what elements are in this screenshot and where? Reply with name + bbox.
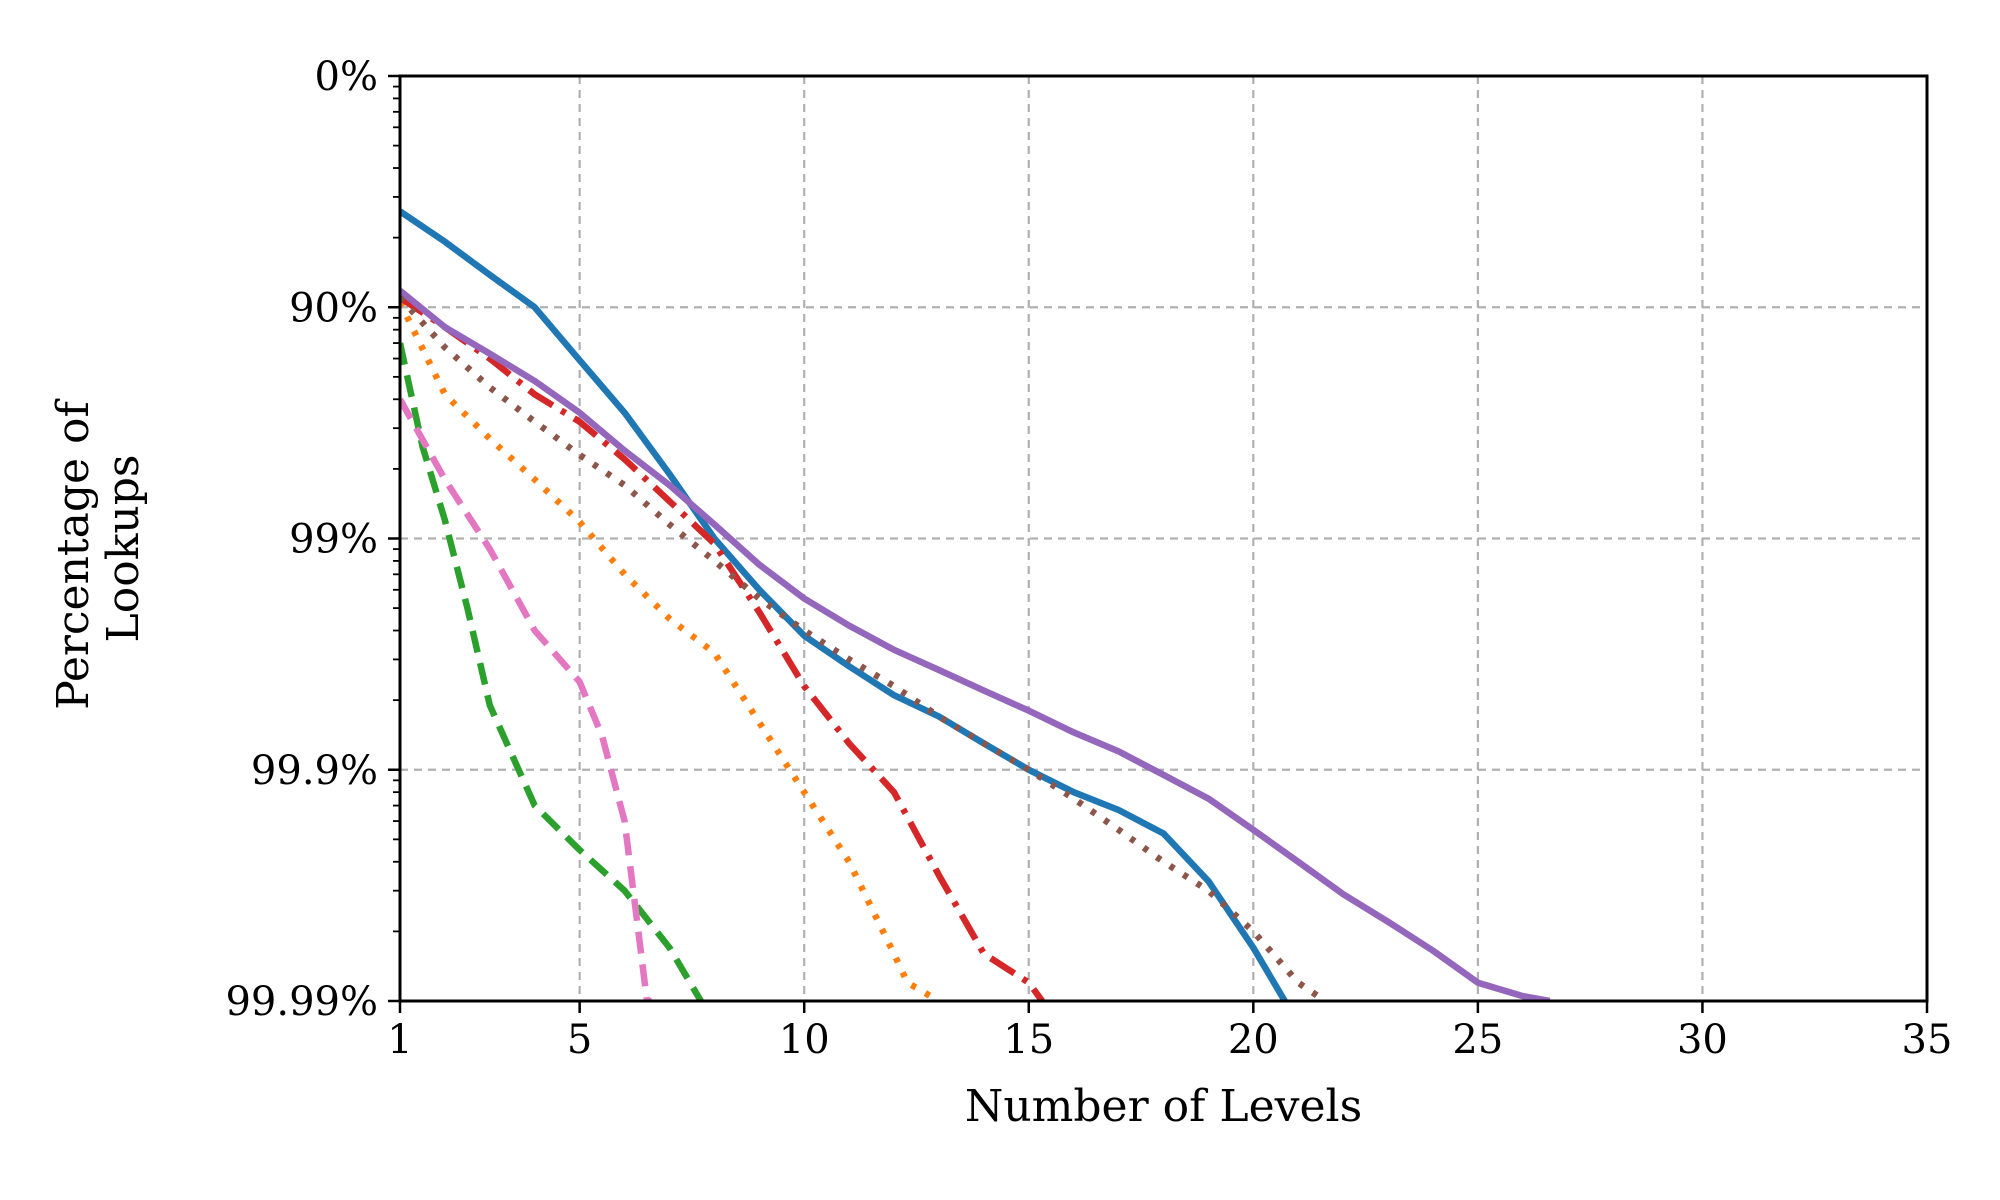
y-axis-title-line-1: Percentage of [48, 398, 99, 709]
series-line-series-6 [400, 295, 1328, 1001]
series-line-series-1 [400, 208, 1288, 1001]
x-tick-label: 1 [387, 1017, 412, 1063]
x-tick-label: 35 [1902, 1017, 1953, 1063]
y-axis-title: Percentage of Lookups [48, 387, 149, 710]
x-tick-label: 25 [1452, 1017, 1503, 1063]
y-tick-label: 90% [289, 285, 378, 331]
y-tick-label: 0% [315, 54, 378, 100]
x-tick-label: 30 [1677, 1017, 1728, 1063]
series-line-series-5 [400, 288, 1551, 1001]
y-tick-label: 99.9% [251, 748, 378, 794]
y-tick-label: 99.99% [225, 979, 378, 1025]
y-axis-title-line-2: Lookups [98, 455, 149, 643]
x-axis-title: Number of Levels [965, 1081, 1362, 1132]
axis-ticks: 1 5 10 15 20 25 30 350%90%99%99.9%99.99% [225, 54, 1952, 1063]
x-tick-label: 10 [779, 1017, 830, 1063]
series-line-series-7 [400, 397, 652, 1001]
x-tick-label: 20 [1228, 1017, 1279, 1063]
x-tick-label: 15 [1003, 1017, 1054, 1063]
series-line-series-4 [400, 294, 1045, 1001]
series-line-series-2 [400, 300, 941, 1001]
series-lines [400, 208, 1551, 1001]
grid [400, 76, 1927, 1001]
x-tick-label: 5 [567, 1017, 592, 1063]
series-line-series-3 [400, 342, 704, 1001]
y-tick-label: 99% [289, 517, 378, 563]
